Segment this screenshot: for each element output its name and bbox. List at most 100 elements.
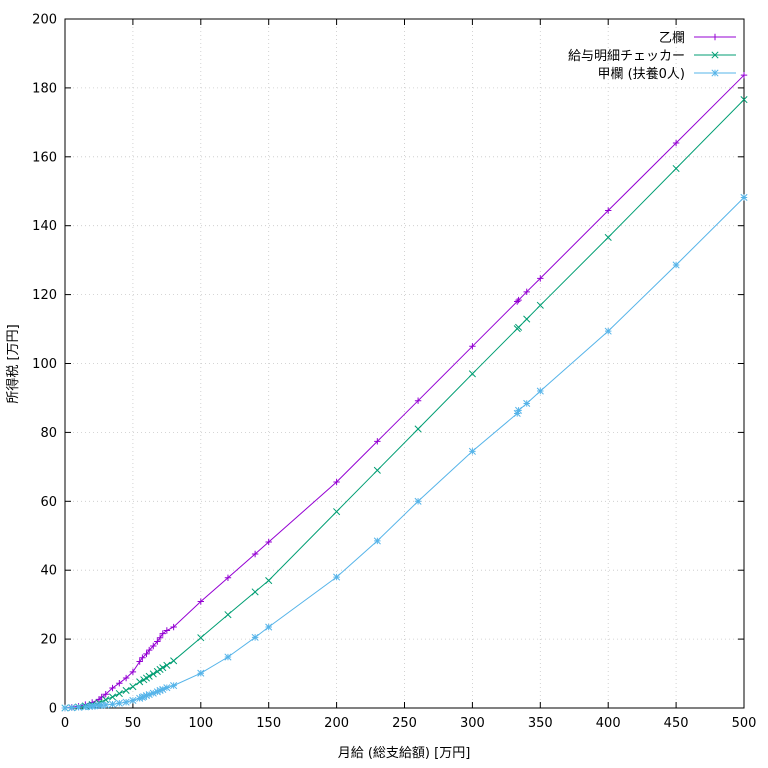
data-point <box>373 537 381 545</box>
y-tick-label: 160 <box>32 150 57 165</box>
data-point <box>136 658 143 665</box>
x-tick-label: 400 <box>596 716 621 731</box>
legend-marker <box>711 33 719 41</box>
data-point <box>116 679 123 687</box>
data-point <box>224 653 232 661</box>
legend-label: 給与明細チェッカー <box>568 49 685 64</box>
data-point <box>159 664 167 672</box>
data-point <box>154 638 161 645</box>
data-point <box>265 623 273 631</box>
data-point <box>136 678 144 686</box>
y-tick-label: 60 <box>40 495 57 510</box>
data-point <box>515 296 522 304</box>
data-point <box>672 139 680 147</box>
legend-label: 乙欄 <box>659 30 685 46</box>
y-tick-label: 80 <box>40 426 57 441</box>
x-tick-label: 250 <box>392 716 417 731</box>
data-point <box>149 670 157 678</box>
data-point <box>740 71 748 79</box>
data-point <box>536 387 544 395</box>
data-point <box>333 508 341 516</box>
x-tick-label: 150 <box>256 716 281 731</box>
data-point <box>143 650 150 658</box>
series-2 <box>61 96 748 712</box>
data-point <box>265 538 272 546</box>
data-point <box>129 668 137 676</box>
data-point <box>170 623 177 631</box>
data-point <box>102 696 110 704</box>
data-point <box>197 598 204 605</box>
data-point <box>145 646 153 654</box>
data-point <box>414 397 422 404</box>
data-point <box>163 661 171 669</box>
data-point <box>122 674 130 682</box>
y-tick-label: 20 <box>40 633 57 648</box>
data-point <box>672 164 680 173</box>
x-tick-label: 300 <box>460 716 485 731</box>
data-point <box>159 630 166 637</box>
data-point <box>414 497 422 505</box>
data-point <box>115 689 123 698</box>
data-point <box>740 96 748 104</box>
data-point <box>156 686 164 694</box>
legend-label: 甲欄 (扶養0人) <box>597 66 685 82</box>
legend-marker <box>711 69 719 77</box>
data-point <box>224 611 232 619</box>
data-point <box>139 654 146 661</box>
data-point <box>537 275 544 282</box>
x-tick-label: 50 <box>125 716 142 731</box>
data-point <box>81 703 89 711</box>
data-point <box>374 438 381 445</box>
data-point <box>170 657 178 665</box>
y-tick-label: 40 <box>40 564 57 579</box>
y-tick-label: 0 <box>49 702 57 717</box>
data-point <box>159 685 167 693</box>
legend-marker <box>711 51 719 59</box>
data-point <box>102 691 109 698</box>
data-point <box>129 696 137 704</box>
data-point <box>136 694 144 702</box>
data-point <box>108 693 117 701</box>
x-tick-label: 500 <box>732 716 757 731</box>
data-point <box>75 703 83 711</box>
data-point <box>98 693 105 701</box>
series-layer <box>61 71 748 712</box>
x-tick-label: 200 <box>324 716 349 731</box>
data-point <box>197 634 205 642</box>
x-axis-label: 月給 (総支給額) [万円] <box>338 746 471 761</box>
data-point <box>98 701 106 709</box>
data-point <box>523 288 530 296</box>
x-tick-label: 0 <box>61 716 69 731</box>
data-point <box>515 406 523 414</box>
data-point <box>523 399 531 408</box>
series-1 <box>61 71 748 712</box>
y-tick-label: 100 <box>32 357 57 372</box>
data-point <box>224 574 232 581</box>
x-tick-label: 450 <box>664 716 689 731</box>
data-point <box>108 700 117 708</box>
data-point <box>251 588 259 596</box>
data-point <box>145 672 153 680</box>
data-point <box>515 323 523 331</box>
data-point <box>536 301 544 309</box>
data-point <box>61 704 69 712</box>
data-point <box>115 699 123 707</box>
data-point <box>129 683 137 691</box>
y-tick-label: 120 <box>32 288 57 303</box>
data-point <box>468 370 476 378</box>
data-point <box>333 573 341 581</box>
data-point <box>333 478 340 486</box>
data-point <box>153 688 161 696</box>
data-point <box>251 633 259 641</box>
y-axis-label: 所得税 [万円] <box>5 324 21 403</box>
data-point <box>170 682 178 690</box>
data-point <box>672 261 680 269</box>
data-point <box>373 466 381 474</box>
data-point <box>150 642 157 650</box>
data-point <box>122 698 130 706</box>
data-point <box>122 686 130 694</box>
data-point <box>140 693 148 701</box>
axes: 0 50 100 150 200 250 300 350 400 450 500 0 20 40 60 80 1… <box>32 13 756 732</box>
data-point <box>513 409 521 418</box>
